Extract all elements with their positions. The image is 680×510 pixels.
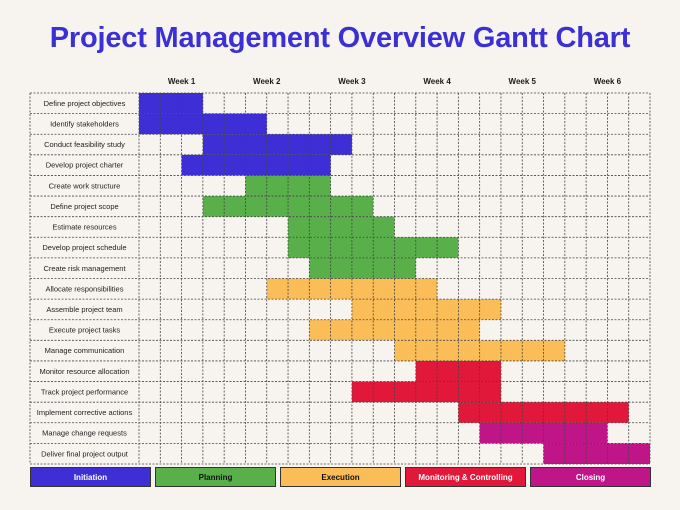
task-bar	[139, 113, 267, 135]
task-label: Manage change requests	[42, 429, 127, 438]
task-label: Assemble project team	[46, 305, 122, 314]
task-label: Create risk management	[43, 264, 126, 273]
week-label: Week 2	[253, 77, 281, 86]
chart-title: Project Management Overview Gantt Chart	[49, 22, 631, 54]
week-label: Week 5	[509, 77, 537, 86]
task-bar	[351, 381, 501, 403]
task-bar	[202, 134, 352, 155]
task-label: Monitor resource allocation	[39, 367, 129, 376]
task-label: Develop project schedule	[42, 243, 126, 252]
task-bar	[181, 154, 331, 176]
task-label: Allocate responsibilities	[46, 284, 124, 293]
task-bar	[543, 443, 650, 464]
week-label: Week 6	[594, 77, 622, 86]
task-label: Estimate resources	[52, 223, 116, 232]
task-bar	[139, 93, 203, 114]
legend-item: Closing	[530, 467, 651, 487]
task-label: Deliver final project output	[41, 449, 129, 458]
task-label: Identify stakeholders	[50, 120, 119, 129]
week-label: Week 3	[338, 77, 366, 86]
task-bar	[309, 257, 416, 279]
week-label: Week 1	[168, 77, 196, 86]
legend-item: Planning	[155, 467, 276, 487]
task-label: Define project scope	[50, 202, 118, 211]
task-label: Manage communication	[45, 346, 125, 355]
task-label: Conduct feasibility study	[44, 140, 125, 149]
task-label: Develop project charter	[46, 161, 124, 170]
week-label: Week 4	[423, 77, 451, 86]
task-bar	[288, 216, 395, 238]
task-label: Define project objectives	[44, 99, 126, 108]
phase-legend: Initiation Planning Execution Monitoring & …	[30, 467, 651, 487]
legend-item: Monitoring & Controlling	[405, 467, 526, 487]
legend-item: Execution	[280, 467, 401, 487]
task-label: Create work structure	[49, 181, 121, 190]
task-label: Execute project tasks	[49, 326, 121, 335]
task-bar	[309, 319, 480, 341]
task-label: Track project performance	[41, 387, 128, 396]
task-label: Implement corrective actions	[37, 408, 133, 417]
task-bar	[351, 299, 501, 320]
legend-item: Initiation	[30, 467, 151, 487]
